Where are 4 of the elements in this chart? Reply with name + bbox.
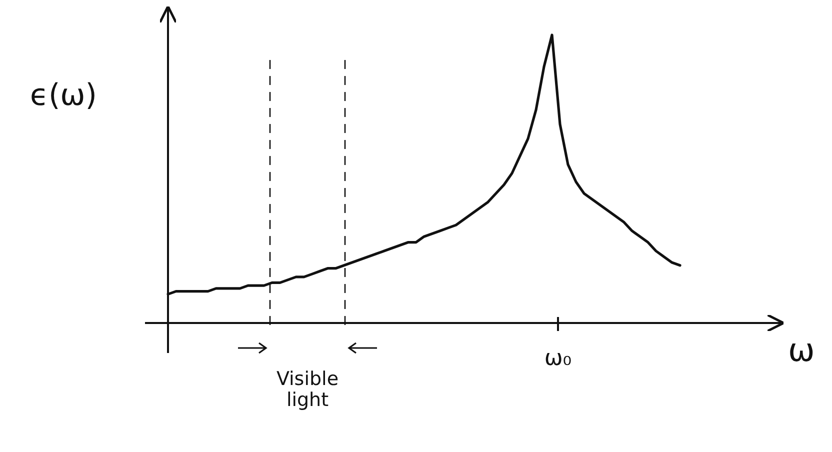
y-axis-title: ϵ(ω) [30,78,97,113]
text: Visible light [276,368,339,411]
text: ω₀ [544,346,572,371]
x-axis-title: ω [788,331,815,369]
